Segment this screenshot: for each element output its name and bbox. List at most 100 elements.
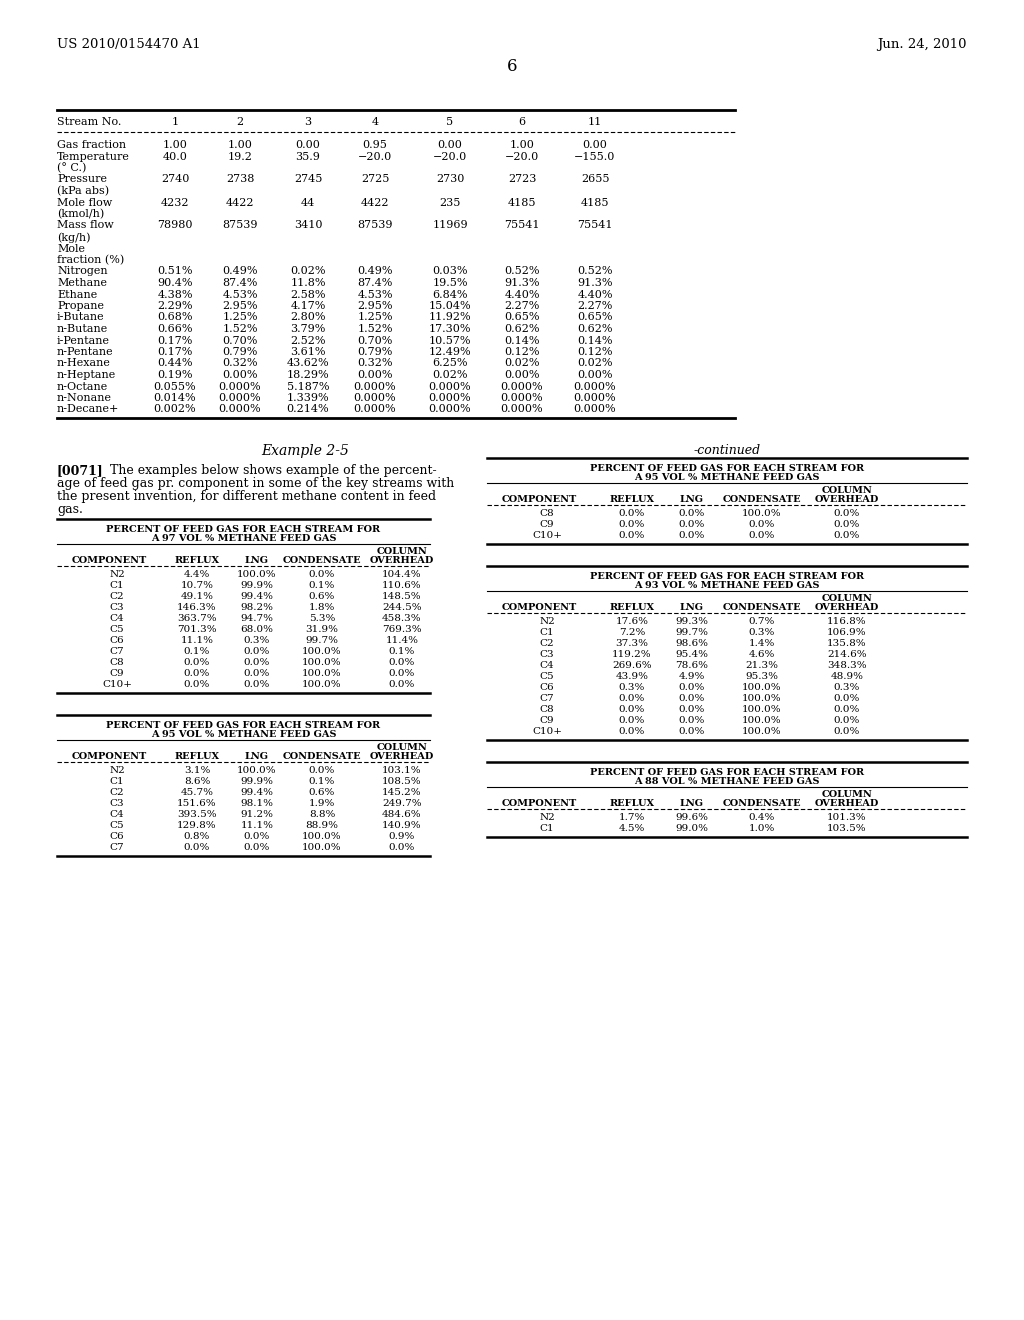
Text: 19.2: 19.2 (227, 152, 253, 161)
Text: 0.000%: 0.000% (353, 393, 396, 403)
Text: 393.5%: 393.5% (177, 810, 217, 818)
Text: 0.62%: 0.62% (504, 323, 540, 334)
Text: Nitrogen: Nitrogen (57, 267, 108, 276)
Text: 4.40%: 4.40% (578, 289, 612, 300)
Text: 116.8%: 116.8% (827, 616, 866, 626)
Text: (° C.): (° C.) (57, 162, 86, 174)
Text: 0.0%: 0.0% (618, 531, 645, 540)
Text: 5: 5 (446, 117, 454, 127)
Text: 1.7%: 1.7% (618, 813, 645, 822)
Text: 0.0%: 0.0% (834, 510, 860, 517)
Text: 0.14%: 0.14% (578, 335, 612, 346)
Text: 0.12%: 0.12% (504, 347, 540, 356)
Text: 0.03%: 0.03% (432, 267, 468, 276)
Text: 249.7%: 249.7% (382, 799, 422, 808)
Text: 91.2%: 91.2% (241, 810, 273, 818)
Text: 1.9%: 1.9% (309, 799, 335, 808)
Text: 4.38%: 4.38% (158, 289, 193, 300)
Text: 6.84%: 6.84% (432, 289, 468, 300)
Text: OVERHEAD: OVERHEAD (815, 495, 880, 504)
Text: 0.0%: 0.0% (679, 510, 706, 517)
Text: Temperature: Temperature (57, 152, 130, 161)
Text: 0.66%: 0.66% (158, 323, 193, 334)
Text: 2: 2 (237, 117, 244, 127)
Text: 0.0%: 0.0% (618, 510, 645, 517)
Text: 37.3%: 37.3% (615, 639, 648, 648)
Text: 110.6%: 110.6% (382, 581, 422, 590)
Text: N2: N2 (539, 813, 555, 822)
Text: LNG: LNG (245, 556, 269, 565)
Text: A 93 VOL % METHANE FEED GAS: A 93 VOL % METHANE FEED GAS (634, 581, 820, 590)
Text: PERCENT OF FEED GAS FOR EACH STREAM FOR: PERCENT OF FEED GAS FOR EACH STREAM FOR (106, 721, 381, 730)
Text: 4.53%: 4.53% (357, 289, 393, 300)
Text: C4: C4 (540, 661, 554, 671)
Text: A 88 VOL % METHANE FEED GAS: A 88 VOL % METHANE FEED GAS (634, 777, 820, 785)
Text: 43.62%: 43.62% (287, 359, 330, 368)
Text: 5.3%: 5.3% (309, 614, 335, 623)
Text: 2.95%: 2.95% (357, 301, 393, 312)
Text: 0.17%: 0.17% (158, 347, 193, 356)
Text: COMPONENT: COMPONENT (502, 495, 578, 504)
Text: 140.9%: 140.9% (382, 821, 422, 830)
Text: 0.02%: 0.02% (504, 359, 540, 368)
Text: 0.0%: 0.0% (184, 669, 210, 678)
Text: 0.0%: 0.0% (834, 715, 860, 725)
Text: 1.52%: 1.52% (222, 323, 258, 334)
Text: 4.6%: 4.6% (749, 649, 775, 659)
Text: 45.7%: 45.7% (180, 788, 213, 797)
Text: C2: C2 (110, 591, 124, 601)
Text: 0.3%: 0.3% (834, 682, 860, 692)
Text: 148.5%: 148.5% (382, 591, 422, 601)
Text: 0.214%: 0.214% (287, 404, 330, 414)
Text: COMPONENT: COMPONENT (502, 603, 578, 612)
Text: 0.055%: 0.055% (154, 381, 197, 392)
Text: the present invention, for different methane content in feed: the present invention, for different met… (57, 490, 436, 503)
Text: 0.70%: 0.70% (357, 335, 392, 346)
Text: 35.9: 35.9 (296, 152, 321, 161)
Text: 0.0%: 0.0% (389, 657, 415, 667)
Text: REFLUX: REFLUX (174, 556, 219, 565)
Text: 2740: 2740 (161, 174, 189, 185)
Text: CONDENSATE: CONDENSATE (283, 752, 361, 762)
Text: 99.4%: 99.4% (241, 591, 273, 601)
Text: C6: C6 (110, 832, 124, 841)
Text: LNG: LNG (680, 495, 705, 504)
Text: 0.17%: 0.17% (158, 335, 193, 346)
Text: 0.000%: 0.000% (501, 381, 544, 392)
Text: n-Heptane: n-Heptane (57, 370, 117, 380)
Text: 0.0%: 0.0% (184, 843, 210, 851)
Text: 75541: 75541 (578, 220, 612, 231)
Text: Jun. 24, 2010: Jun. 24, 2010 (878, 38, 967, 51)
Text: 43.9%: 43.9% (615, 672, 648, 681)
Text: 94.7%: 94.7% (241, 614, 273, 623)
Text: 1.339%: 1.339% (287, 393, 330, 403)
Text: REFLUX: REFLUX (609, 603, 654, 612)
Text: 0.0%: 0.0% (679, 694, 706, 704)
Text: 0.12%: 0.12% (578, 347, 612, 356)
Text: US 2010/0154470 A1: US 2010/0154470 A1 (57, 38, 201, 51)
Text: 0.0%: 0.0% (389, 843, 415, 851)
Text: C7: C7 (110, 647, 124, 656)
Text: 100.0%: 100.0% (302, 680, 342, 689)
Text: 1: 1 (171, 117, 178, 127)
Text: 0.0%: 0.0% (679, 705, 706, 714)
Text: (kmol/h): (kmol/h) (57, 209, 104, 219)
Text: Mole flow: Mole flow (57, 198, 113, 207)
Text: 701.3%: 701.3% (177, 624, 217, 634)
Text: C8: C8 (540, 510, 554, 517)
Text: 0.00: 0.00 (583, 140, 607, 150)
Text: 2.29%: 2.29% (158, 301, 193, 312)
Text: 0.02%: 0.02% (432, 370, 468, 380)
Text: 19.5%: 19.5% (432, 279, 468, 288)
Text: 0.00%: 0.00% (578, 370, 612, 380)
Text: 2.27%: 2.27% (578, 301, 612, 312)
Text: 2738: 2738 (226, 174, 254, 185)
Text: 3.1%: 3.1% (184, 766, 210, 775)
Text: 8.8%: 8.8% (309, 810, 335, 818)
Text: C6: C6 (540, 682, 554, 692)
Text: 0.32%: 0.32% (357, 359, 393, 368)
Text: C9: C9 (540, 715, 554, 725)
Text: 129.8%: 129.8% (177, 821, 217, 830)
Text: 99.7%: 99.7% (676, 628, 709, 638)
Text: C7: C7 (540, 694, 554, 704)
